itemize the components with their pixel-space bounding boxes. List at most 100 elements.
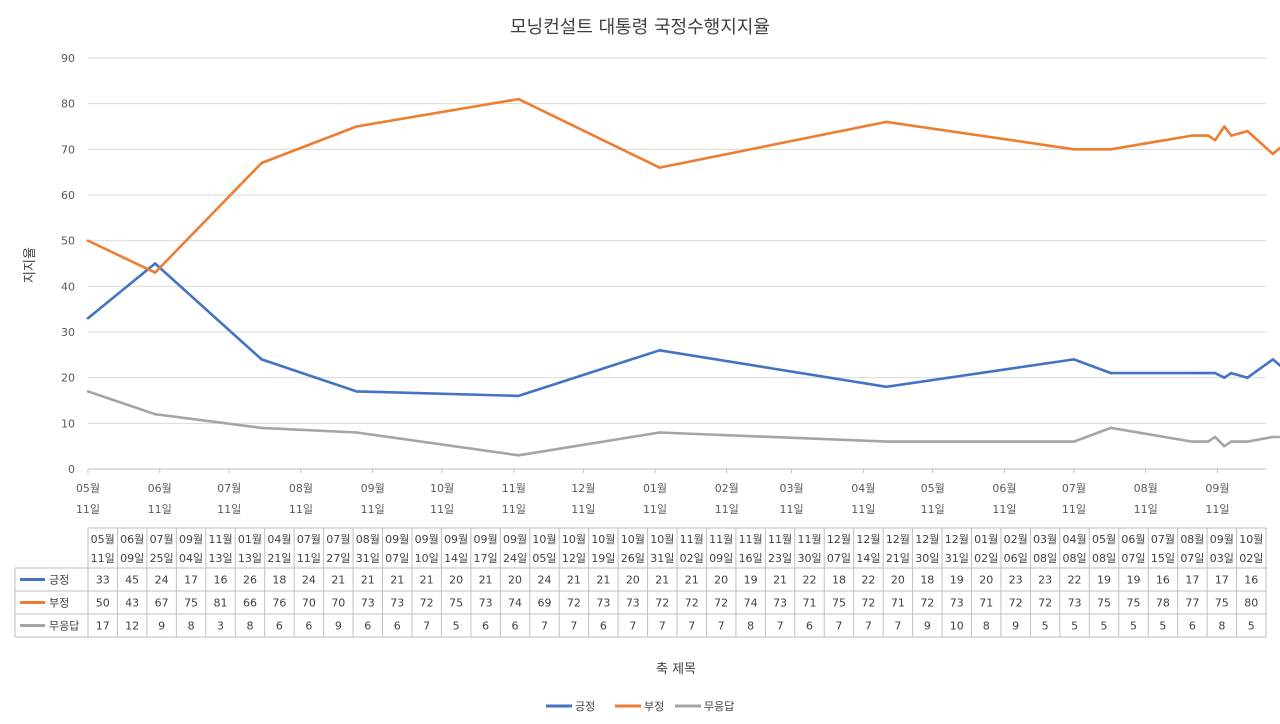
series-line-긍정 [87,262,1280,398]
data-label: 8 [747,620,754,633]
y-tick-label: 50 [61,235,75,248]
data-label: 20 [508,574,522,587]
data-label: 8 [1218,620,1225,633]
data-label: 6 [512,620,519,633]
y-tick-label: 70 [61,143,75,156]
table-header-month: 11월 [709,533,733,546]
x-tick-month: 10월 [430,482,454,495]
table-header-month: 11월 [208,533,232,546]
table-header-month: 10월 [562,533,586,546]
x-tick-day: 11일 [921,502,945,516]
data-point [658,166,661,169]
table-header-day: 07일 [827,551,851,565]
data-label: 75 [449,597,463,610]
data-label: 10 [950,620,964,633]
data-label: 18 [920,574,934,587]
data-point [1109,148,1113,151]
data-label: 50 [96,597,110,610]
data-point [1213,435,1217,439]
table-header-month: 10월 [591,533,615,546]
x-tick-day: 11일 [643,502,667,516]
data-label: 20 [626,574,640,587]
data-label: 22 [803,574,817,587]
data-point [1206,134,1210,137]
data-label: 7 [865,620,872,633]
data-label: 16 [1156,574,1170,587]
x-tick-month: 12월 [571,482,595,495]
x-tick-day: 11일 [502,502,526,516]
data-label: 77 [1185,597,1199,610]
table-header-day: 23일 [768,551,792,565]
data-label: 17 [1215,574,1229,587]
data-label: 3 [217,620,224,633]
table-header-month: 05월 [91,533,115,546]
data-point [1223,125,1226,128]
data-label: 5 [453,620,460,633]
x-tick-day: 11일 [148,502,172,516]
table-header-month: 12월 [886,533,910,546]
x-tick-day: 11일 [1134,502,1158,516]
data-point [1223,444,1226,448]
data-label: 43 [125,597,139,610]
data-label: 69 [537,597,551,610]
table-header-month: 09월 [179,533,203,546]
table-header-month: 07월 [297,533,321,546]
data-point [1271,358,1275,361]
x-tick-month: 03월 [779,482,803,495]
data-label: 8 [188,620,195,633]
data-label: 73 [626,597,640,610]
x-tick-day: 11일 [1205,502,1229,516]
data-label: 21 [685,574,699,587]
table-header-month: 08월 [1180,533,1204,546]
data-label: 75 [1126,597,1140,610]
data-point [86,317,90,320]
data-label: 74 [508,597,522,610]
data-point [1109,371,1113,375]
data-label: 24 [302,574,316,587]
data-label: 5 [1071,620,1078,633]
data-label: 21 [773,574,787,587]
data-point [1072,148,1076,151]
x-tick-month: 09월 [1205,482,1229,495]
data-label: 9 [924,620,931,633]
data-label: 16 [214,574,228,587]
table-header-day: 31일 [356,551,380,565]
legend-label: 무응답 [704,700,734,713]
data-label: 72 [861,597,875,610]
series-line-부정 [87,97,1280,274]
chart-title: 모닝컨설트 대통령 국정수행지지율 [510,17,770,38]
data-point [1213,371,1217,375]
data-point [1230,371,1233,375]
x-tick-day: 11일 [992,502,1016,516]
table-header-day: 15일 [1151,551,1175,565]
table-header-month: 09월 [385,533,409,546]
table-header-day: 04일 [179,551,203,565]
data-label: 74 [744,597,758,610]
table-header-day: 25일 [150,551,174,565]
table-header-day: 05일 [532,551,556,565]
table-header-day: 08일 [1063,551,1087,565]
y-tick-label: 80 [61,98,75,111]
data-label: 75 [184,597,198,610]
data-point [517,394,520,398]
data-point [1206,371,1210,375]
data-label: 45 [125,574,139,587]
x-tick-day: 11일 [851,502,875,516]
y-tick-label: 20 [61,372,75,385]
table-header-day: 07일 [1180,551,1204,565]
legend-label: 부정 [644,700,664,713]
data-label: 71 [979,597,993,610]
data-point [885,440,888,443]
x-tick-day: 11일 [361,502,385,516]
x-tick-day: 11일 [430,502,454,516]
data-point [260,161,263,165]
data-label: 6 [482,620,489,633]
data-label: 21 [331,574,345,587]
x-tick-month: 05월 [76,482,100,495]
table-header-day: 30일 [797,551,821,565]
table-header-day: 13일 [238,551,262,565]
table-header-day: 07일 [1121,551,1145,565]
data-label: 5 [1130,620,1137,633]
data-label: 7 [777,620,784,633]
